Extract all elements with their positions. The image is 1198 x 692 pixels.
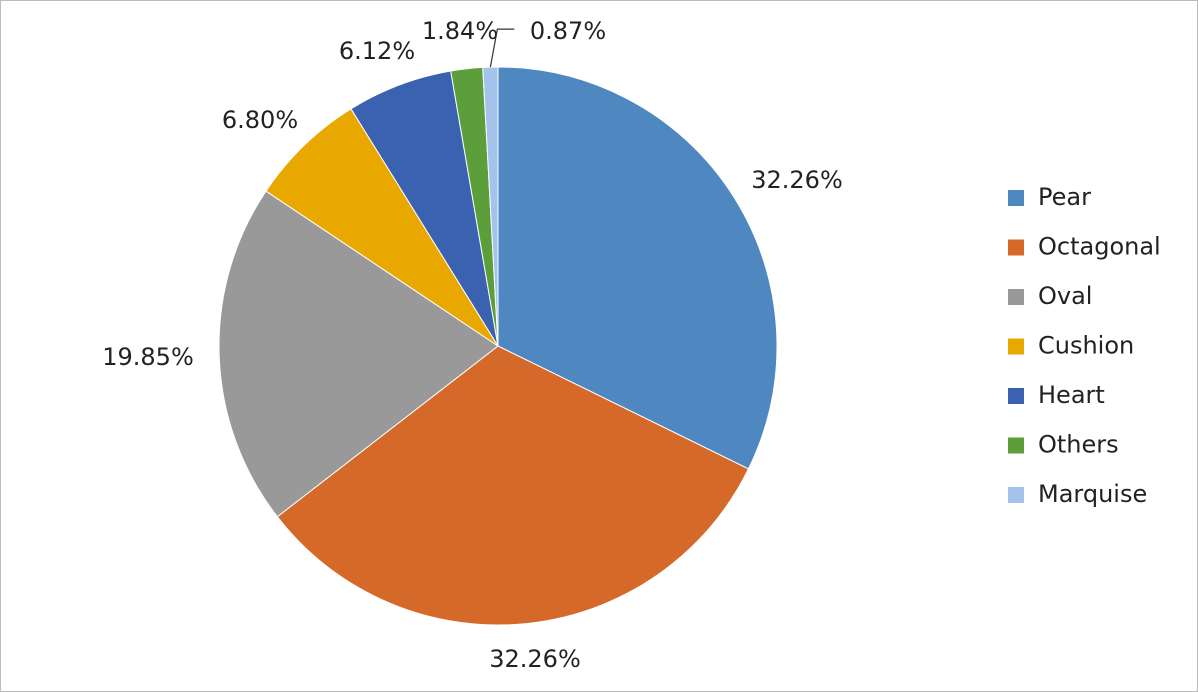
legend-label: Cushion: [1038, 332, 1134, 360]
legend-swatch: [1008, 487, 1024, 503]
legend-label: Marquise: [1038, 480, 1147, 508]
legend-label: Octagonal: [1038, 233, 1161, 261]
pie-slice: [276, 345, 750, 626]
pie-slice: [265, 108, 499, 347]
legend-swatch: [1008, 190, 1024, 206]
data-label: 6.12%: [339, 37, 415, 65]
legend-label: Heart: [1038, 381, 1105, 409]
legend-swatch: [1008, 239, 1024, 256]
leader-line: [489, 28, 515, 68]
data-label: 32.26%: [751, 166, 843, 194]
pie-slice: [218, 190, 499, 518]
data-label: 6.80%: [222, 106, 298, 134]
data-label: 19.85%: [102, 343, 194, 371]
data-label: 1.84%: [422, 17, 498, 45]
legend-swatch: [1008, 437, 1024, 454]
data-label: 0.87%: [530, 17, 606, 45]
pie-slice: [497, 66, 778, 470]
pie-slice: [482, 66, 499, 347]
legend-swatch: [1008, 388, 1024, 404]
legend-swatch: [1008, 289, 1024, 305]
legend-label: Pear: [1038, 183, 1091, 211]
legend-swatch: [1008, 338, 1024, 355]
data-label: 32.26%: [489, 645, 581, 673]
legend-label: Oval: [1038, 282, 1092, 310]
legend-label: Others: [1038, 431, 1119, 459]
